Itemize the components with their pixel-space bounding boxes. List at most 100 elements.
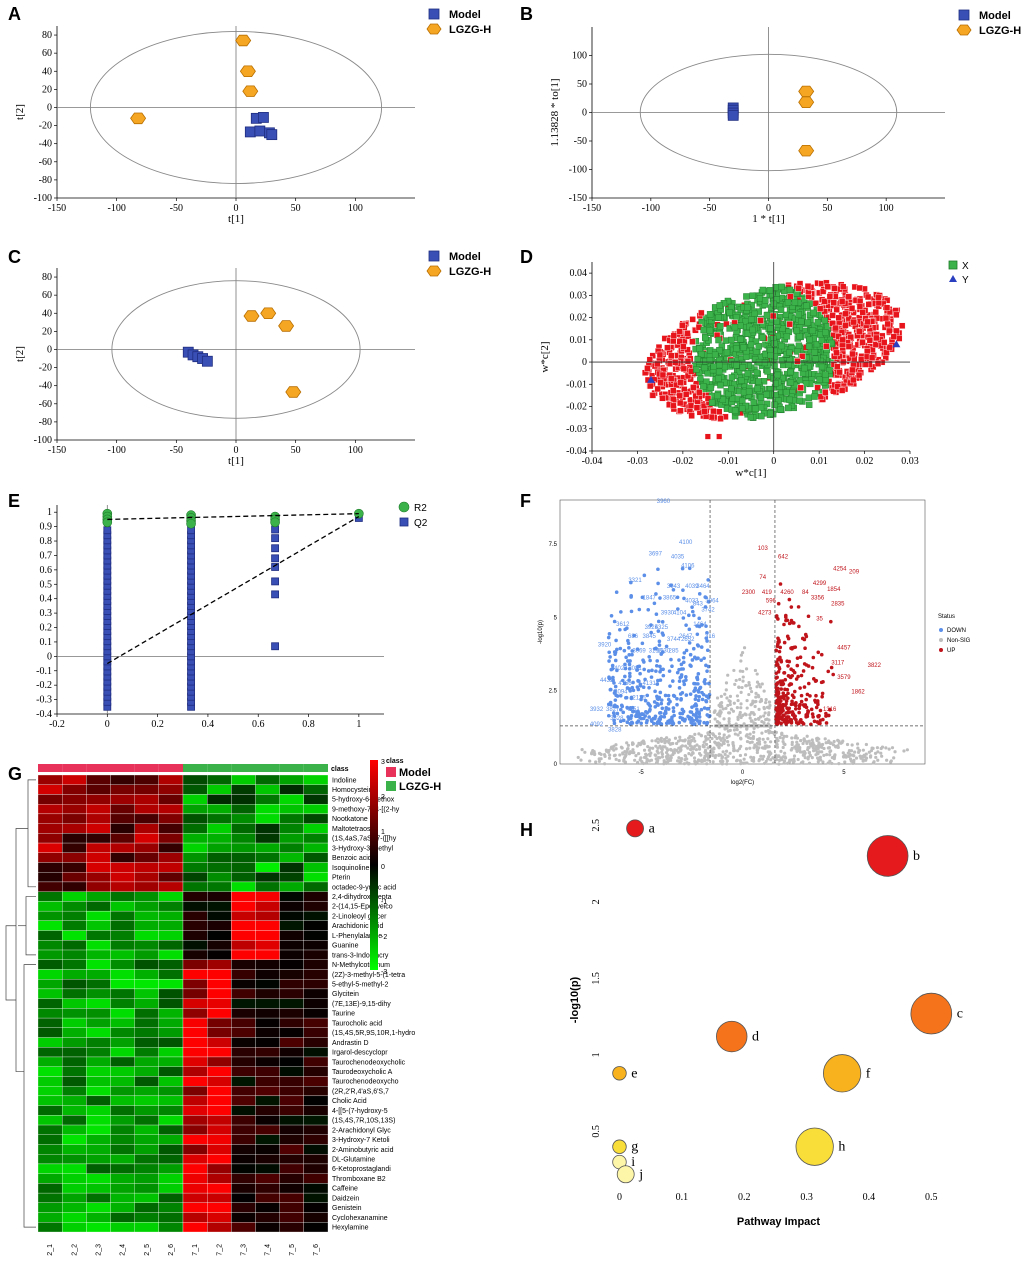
nonsig-point [841, 754, 846, 759]
nonsig-point [764, 759, 768, 764]
heatmap-cell [255, 852, 280, 863]
nonsig-point [654, 739, 658, 743]
down-point [606, 702, 611, 707]
legend-q2-swatch [399, 517, 409, 527]
heatmap-cell [279, 910, 304, 922]
heatmap-cell [158, 794, 184, 805]
vip-point [817, 393, 825, 401]
heatmap-cell [182, 979, 208, 990]
vip-point [797, 384, 805, 391]
nonsig-point [660, 755, 665, 759]
nonsig-point [830, 761, 834, 766]
heatmap-cell [62, 988, 87, 999]
heatmap-cell [134, 842, 159, 853]
up-point [786, 707, 790, 711]
nonsig-point [686, 741, 691, 746]
nonsig-point [590, 752, 594, 756]
nonsig-point [884, 746, 888, 750]
down-label: 3742 [701, 607, 715, 613]
nonsig-point [631, 748, 635, 752]
heatmap-cell [158, 1144, 184, 1155]
nonsig-point [752, 726, 756, 730]
nonsig-point [625, 741, 629, 745]
y-variable-point [892, 340, 901, 348]
y-tick-label: 7.5 [549, 542, 558, 548]
down-point [637, 664, 642, 669]
heatmap-cell [207, 1173, 232, 1184]
heatmap-cell [158, 881, 184, 892]
nonsig-point [738, 753, 743, 758]
nonsig-point [766, 722, 770, 726]
heatmap-cell [207, 1222, 232, 1233]
heatmap-cell [207, 1134, 232, 1145]
up-label: 84 [802, 590, 809, 596]
down-label: 4106 [681, 563, 695, 569]
row-label: 2-Linoleoyl glycer [332, 913, 387, 920]
nonsig-point [749, 689, 754, 694]
down-point [704, 694, 709, 698]
heatmap-cell [231, 823, 256, 834]
nonsig-point [710, 736, 714, 741]
x-variable-point [731, 323, 739, 331]
heatmap-cell [110, 862, 135, 873]
heatmap-cell [134, 949, 159, 960]
panel-label-d: D [520, 247, 533, 267]
heatmap-cell [110, 1154, 135, 1165]
up-label: 4260 [780, 590, 794, 596]
nonsig-point [669, 748, 674, 752]
x-variable-point [806, 336, 813, 344]
vip-point [644, 365, 651, 372]
vip-point [864, 293, 872, 301]
heatmap-cell [303, 813, 329, 824]
down-point [698, 719, 702, 723]
up-point [790, 710, 795, 714]
heatmap-cell [207, 794, 232, 805]
heatmap-cell [207, 1144, 232, 1155]
x-variable-point [696, 345, 703, 352]
up-point [797, 624, 801, 629]
nonsig-point [755, 680, 760, 684]
heatmap-cell [62, 1134, 87, 1145]
lgzg-point [242, 85, 259, 97]
down-point [687, 613, 691, 618]
nonsig-point [752, 730, 756, 734]
vip-point [893, 311, 900, 319]
nonsig-point [738, 677, 742, 682]
down-point [635, 647, 640, 651]
down-point [677, 667, 681, 672]
heatmap-cell [86, 1202, 111, 1213]
x-variable-point [803, 302, 810, 310]
up-label: 2300 [742, 590, 756, 596]
heatmap-cell [255, 1183, 280, 1194]
down-label: 4023 [614, 666, 628, 672]
nonsig-point [793, 736, 797, 740]
vip-point [696, 389, 703, 396]
nonsig-point [725, 759, 729, 763]
vip-point [859, 309, 866, 316]
heatmap-cell [231, 1163, 256, 1174]
y-tick-label: -0.02 [566, 402, 587, 413]
x-axis-label: log2(FC) [731, 780, 754, 786]
nonsig-point [633, 758, 637, 762]
nonsig-point [753, 704, 757, 709]
down-point [625, 720, 630, 724]
heatmap-cell [110, 774, 135, 785]
heatmap-cell [37, 881, 63, 892]
nonsig-point [739, 659, 743, 663]
down-point [653, 714, 658, 719]
down-label: 4325 [655, 625, 669, 631]
up-point [818, 708, 823, 713]
heatmap-cell [279, 1047, 304, 1058]
down-point [609, 667, 614, 672]
nonsig-point [734, 678, 738, 683]
dendrogram-branch [25, 896, 36, 956]
row-label: Genistein [332, 1205, 362, 1212]
vip-point [812, 300, 820, 307]
down-point [677, 720, 682, 725]
heatmap-cell [207, 930, 232, 941]
down-point [677, 686, 682, 690]
up-point [797, 706, 802, 711]
down-label: 3464 [696, 584, 710, 590]
nonsig-point [851, 753, 855, 757]
